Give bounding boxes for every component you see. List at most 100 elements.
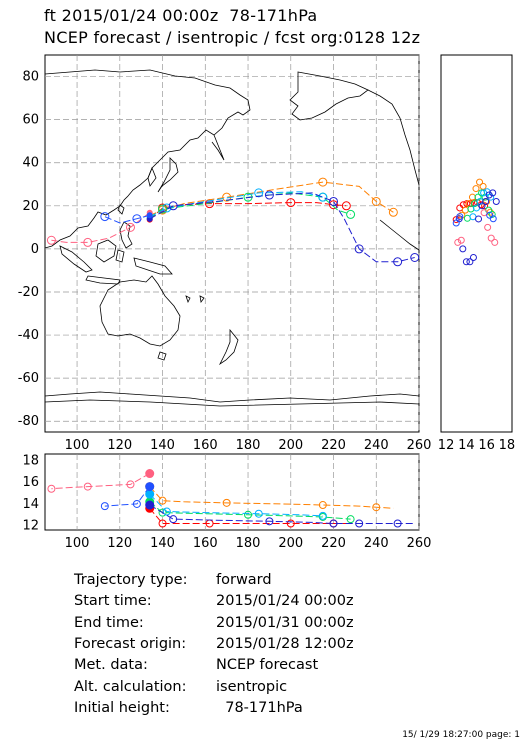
trajectory-marker — [318, 177, 328, 187]
bottom-trajectory-line — [149, 501, 351, 520]
trajectory-marker — [254, 188, 264, 198]
bottom-marker — [145, 482, 155, 492]
bottom-marker — [83, 482, 92, 491]
map-x-tick: 240 — [364, 438, 389, 453]
map-y-tick: -80 — [18, 414, 39, 429]
bottom-y-tick: 18 — [22, 454, 39, 469]
map-y-tick: 0 — [31, 242, 39, 257]
trajectory-marker — [132, 214, 142, 224]
trajectory-marker — [146, 212, 153, 219]
bottom-marker — [318, 511, 327, 520]
map-y-tick: -40 — [18, 328, 39, 343]
info-label: End time: — [74, 614, 144, 631]
bottom-frame — [44, 453, 420, 531]
side-marker — [487, 234, 495, 242]
side-marker — [487, 193, 495, 201]
trajectory-marker — [125, 222, 135, 232]
info-label: Forecast origin: — [74, 635, 187, 652]
bottom-y-tick: 12 — [22, 519, 39, 534]
bottom-gridlines — [76, 454, 420, 530]
map-trajectories — [46, 177, 420, 267]
bottom-y-tick-labels: 18 16 14 12 — [22, 454, 39, 534]
bottom-marker — [100, 502, 109, 511]
side-marker — [469, 254, 477, 262]
trajectory-marker — [158, 204, 168, 214]
side-x-tick: 14 — [458, 438, 475, 453]
info-row: Initial height: 78-171hPa — [74, 700, 303, 716]
trajectory-marker — [410, 253, 420, 263]
bottom-marker — [346, 515, 355, 524]
map-y-tick: 40 — [22, 156, 39, 171]
chart-title-line1: ft 2015/01/24 00:00z 78-171hPa — [44, 6, 318, 25]
map-y-tick-labels: 80 60 40 20 0 -20 -40 -60 -80 — [18, 70, 39, 430]
side-marker — [489, 215, 497, 223]
map-x-tick: 160 — [193, 438, 218, 453]
map-gridlines — [45, 55, 420, 432]
map-y-tick: -20 — [18, 285, 39, 300]
side-marker — [485, 191, 493, 199]
trajectory-marker — [371, 196, 381, 206]
bottom-marker — [145, 489, 155, 499]
bottom-marker — [286, 519, 295, 528]
bottom-x-tick: 200 — [278, 536, 303, 551]
bottom-marker — [158, 519, 167, 528]
info-value: isentropic — [216, 678, 288, 695]
map-x-tick-labels: 100 120 140 160 180 200 220 240 260 — [65, 438, 432, 453]
trajectory-line — [104, 214, 150, 224]
trajectory-marker — [354, 244, 364, 254]
side-marker — [462, 258, 470, 266]
side-marker — [457, 236, 465, 244]
side-marker — [456, 213, 464, 221]
trajectory-marker — [83, 237, 93, 247]
info-value: 78-171hPa — [216, 699, 303, 716]
bottom-marker — [372, 503, 381, 512]
bottom-x-tick: 260 — [407, 536, 432, 551]
side-profile-panel: 12 14 16 18 — [438, 54, 516, 453]
trajectory-marker — [329, 200, 339, 210]
main-map-panel: 100 120 140 160 180 200 220 240 260 806040200-20… — [18, 54, 432, 453]
bottom-marker — [47, 484, 56, 493]
bottom-y-tick: 16 — [22, 475, 39, 490]
side-marker — [492, 197, 500, 205]
side-marker — [489, 189, 497, 197]
trajectory-marker — [286, 198, 296, 208]
trajectory-marker — [318, 192, 328, 202]
bottom-marker — [254, 509, 263, 518]
trajectory-marker — [168, 201, 178, 211]
side-marker — [482, 197, 490, 205]
map-x-tick: 140 — [150, 438, 175, 453]
info-row: Start time: 2015/01/24 00:00z — [74, 593, 354, 609]
map-x-tick: 200 — [278, 438, 303, 453]
bottom-trajectory-line — [149, 493, 323, 517]
trajectory-marker — [100, 212, 110, 222]
side-x-tick: 18 — [499, 438, 516, 453]
info-value: 2015/01/28 12:00z — [216, 635, 354, 652]
bottom-marker — [158, 508, 167, 517]
bottom-marker — [393, 519, 402, 528]
bottom-marker — [126, 480, 135, 489]
info-label: Trajectory type: — [74, 572, 188, 588]
side-panel-markers — [452, 178, 500, 266]
info-value: 2015/01/31 00:00z — [216, 614, 354, 631]
side-marker — [484, 223, 492, 231]
side-marker — [463, 214, 471, 222]
bottom-marker — [222, 498, 231, 507]
info-row: Alt. calculation: isentropic — [74, 679, 287, 695]
bottom-x-tick: 120 — [107, 536, 132, 551]
bottom-x-tick: 140 — [150, 536, 175, 551]
trajectory-marker — [341, 201, 351, 211]
side-x-tick: 12 — [438, 438, 455, 453]
side-marker — [475, 215, 483, 223]
bottom-trajectories — [47, 469, 415, 528]
side-marker — [491, 238, 499, 246]
map-frame — [44, 54, 420, 433]
side-marker — [452, 219, 460, 227]
footer-timestamp: 15/ 1/29 18:27:00 page: 1 — [402, 730, 520, 740]
bottom-marker — [318, 501, 327, 510]
bottom-x-tick: 100 — [65, 536, 90, 551]
bottom-marker — [329, 519, 338, 528]
side-marker — [466, 258, 474, 266]
side-marker — [463, 200, 471, 208]
side-marker — [477, 201, 485, 209]
trajectory-line — [149, 191, 323, 218]
